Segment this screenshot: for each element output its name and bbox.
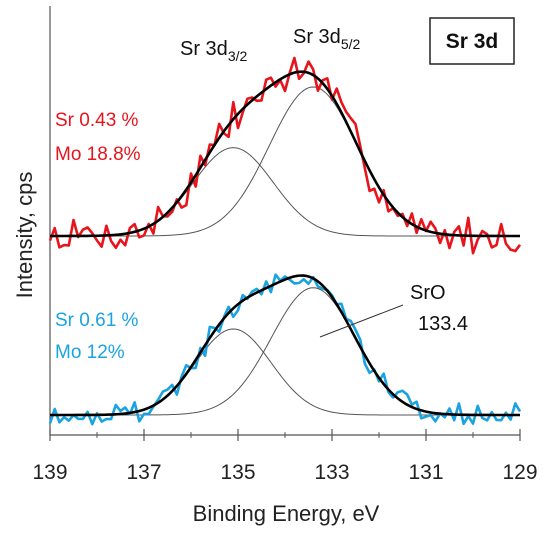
x-tick-label: 129 <box>502 461 537 484</box>
red-annotation-mo: Mo 18.8% <box>55 144 141 165</box>
y-axis-title: Intensity, cps <box>12 172 37 299</box>
blue-annotation-mo: Mo 12% <box>55 342 125 363</box>
peak-label-3d32-base: Sr 3d <box>180 38 228 60</box>
peak-label-3d32-sub: 3/2 <box>228 48 248 64</box>
peak-label-3d52-base: Sr 3d <box>293 26 341 48</box>
red-annotation-sr: Sr 0.43 % <box>55 110 139 131</box>
badge-label: Sr 3d <box>446 30 499 53</box>
x-ticks: 139 137 135 133 131 129 <box>32 429 538 484</box>
x-tick-label: 131 <box>408 461 443 484</box>
badge-frame <box>429 17 515 65</box>
x-tick-label: 133 <box>314 461 349 484</box>
x-tick-label: 137 <box>126 461 161 484</box>
sro-label: SrO <box>410 282 446 304</box>
fit-envelopes <box>50 70 520 417</box>
sro-pointer-line <box>319 304 404 338</box>
plot-area: 139 137 135 133 131 129 <box>32 6 538 484</box>
x-tick-label: 139 <box>32 461 67 484</box>
peak-label-3d52: Sr 3d5/2 <box>293 26 360 52</box>
fit-envelope-red <box>50 70 520 238</box>
x-axis-title: Binding Energy, eV <box>193 501 380 526</box>
peak-label-3d52-sub: 5/2 <box>341 36 361 52</box>
x-tick-label: 135 <box>220 461 255 484</box>
sro-binding-energy: 133.4 <box>418 313 468 335</box>
sr3d-badge: Sr 3d <box>429 17 515 65</box>
fit-components <box>50 86 520 416</box>
fit-envelope-blue <box>50 274 520 417</box>
blue-annotation-sr: Sr 0.61 % <box>55 310 139 331</box>
peak-label-3d32: Sr 3d3/2 <box>180 38 247 64</box>
